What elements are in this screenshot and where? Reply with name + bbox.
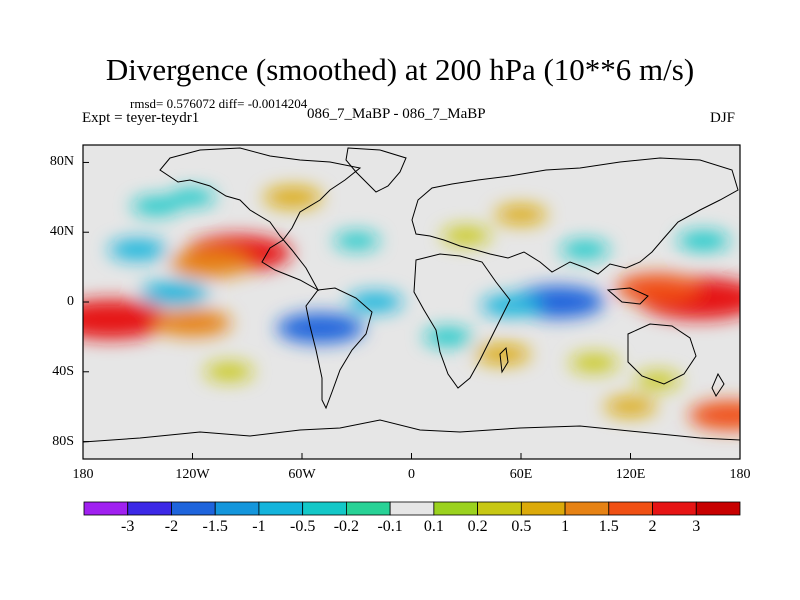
x-axis-ticks (82, 453, 741, 459)
colorbar-label: -1 (252, 518, 266, 535)
field-feature-26 (604, 397, 657, 417)
field-feature-19 (131, 197, 181, 216)
colorbar-swatch (608, 501, 653, 516)
colorbar-label: 0.5 (511, 518, 532, 535)
field-feature-17 (635, 372, 681, 389)
y-tick-label: 80S (52, 433, 74, 449)
colorbar-swatch (127, 501, 172, 516)
colorbar-label: 3 (692, 518, 701, 535)
experiment-label: Expt = teyer-teydr1 (82, 110, 200, 126)
colorbar-label: 0.2 (467, 518, 488, 535)
stats-text: rmsd= 0.576072 diff= -0.0014204 (130, 96, 308, 111)
colorbar-label: 2 (648, 518, 657, 535)
field-feature-21 (560, 240, 610, 259)
field-feature-16 (569, 354, 619, 373)
field-feature-13 (495, 205, 547, 225)
x-tick-label: 180 (72, 467, 94, 482)
y-tick-label: 40N (49, 224, 74, 240)
colorbar-label: -2 (164, 518, 179, 535)
y-axis-ticks (83, 161, 89, 443)
colorbar-swatch (389, 501, 435, 516)
colorbar (83, 501, 741, 516)
colorbar-label: 0.1 (423, 518, 444, 535)
colorbar-swatch (652, 501, 697, 516)
colorbar-swatch (258, 501, 304, 516)
y-tick-label: 40S (52, 363, 74, 379)
run-label: 086_7_MaBP - 086_7_MaBP (307, 106, 486, 122)
colorbar-swatch (477, 501, 522, 516)
field-feature-7 (481, 294, 543, 317)
field-feature-18 (204, 362, 254, 381)
colorbar-label: -0.1 (377, 518, 403, 535)
colorbar-swatch (433, 501, 479, 516)
x-tick-label: 120E (615, 467, 646, 482)
colorbar-swatch (302, 501, 347, 516)
field-feature-22 (423, 327, 473, 346)
field-feature-24 (169, 188, 216, 206)
x-tick-label: 60W (288, 467, 316, 482)
x-tick-label: 60E (509, 467, 533, 482)
colorbar-swatch (520, 501, 566, 516)
field-feature-14 (441, 226, 491, 245)
field-feature-10 (276, 313, 364, 344)
colorbar-label: 1 (561, 518, 570, 535)
colorbar-swatch (564, 501, 610, 516)
field-feature-1 (170, 249, 252, 278)
colorbar-swatch (171, 501, 216, 516)
colorbar-label: -3 (121, 518, 135, 535)
field-feature-12 (263, 186, 323, 208)
divergence-field (83, 186, 740, 430)
field-feature-3 (153, 309, 232, 337)
x-tick-label: 0 (408, 467, 415, 482)
field-feature-5 (615, 273, 700, 303)
colorbar-label: -1.5 (202, 518, 228, 535)
field-feature-8 (108, 239, 167, 261)
y-tick-label: 80N (49, 154, 74, 170)
x-tick-label: 180 (729, 467, 751, 482)
field-feature-15 (475, 344, 531, 365)
colorbar-swatch (83, 501, 129, 516)
field-feature-23 (333, 232, 380, 250)
colorbar-label: -0.5 (289, 518, 316, 535)
y-tick-label: 0 (67, 294, 74, 309)
colorbar-swatch (214, 501, 260, 516)
chart-title: Divergence (smoothed) at 200 hPa (10**6 … (105, 52, 695, 87)
colorbar-label: -0.2 (333, 518, 360, 535)
field-feature-20 (677, 231, 730, 251)
field-feature-25 (688, 400, 740, 430)
field-feature-11 (347, 292, 403, 312)
colorbar-swatch (695, 501, 741, 516)
x-tick-label: 120W (175, 467, 210, 482)
coastlines (83, 147, 740, 443)
colorbar-swatch (345, 501, 391, 516)
field-feature-2 (83, 299, 170, 340)
colorbar-label: 1.5 (598, 518, 619, 535)
season-label: DJF (710, 110, 736, 126)
field-feature-9 (140, 281, 209, 306)
